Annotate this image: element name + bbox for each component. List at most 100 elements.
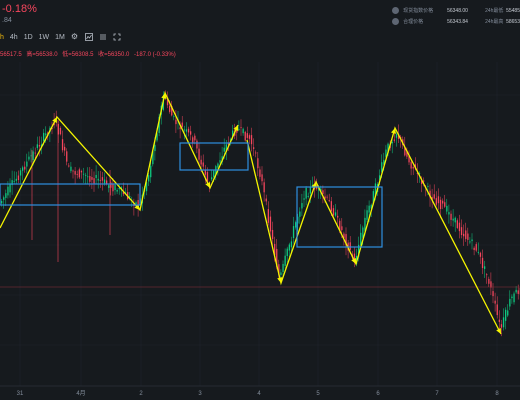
candle-body (238, 129, 240, 130)
candle-body (303, 198, 305, 200)
timeframe-1d[interactable]: 1D (23, 33, 33, 41)
candle (11, 170, 13, 195)
candle-body (473, 247, 475, 251)
candle-body (492, 291, 494, 297)
candle (475, 242, 477, 253)
candle (219, 152, 221, 165)
candle (496, 296, 498, 319)
candle (238, 120, 240, 132)
indicator-icon[interactable] (84, 33, 93, 41)
candle (307, 192, 309, 199)
candle (334, 203, 337, 218)
candle (17, 170, 20, 184)
candle (406, 147, 408, 160)
candle (26, 153, 28, 174)
candle (484, 260, 486, 278)
candle (408, 150, 410, 166)
candle (490, 272, 492, 296)
candle (469, 237, 471, 245)
candle-body (45, 133, 47, 136)
arrowhead (277, 277, 283, 283)
candle (505, 307, 507, 330)
candle-body (427, 186, 429, 187)
candle (253, 138, 255, 156)
candle (269, 210, 272, 240)
candle-body (61, 139, 64, 151)
consolidation-box (296, 186, 383, 248)
arrowhead (351, 258, 356, 264)
candle-body (211, 177, 213, 180)
candle (118, 183, 120, 195)
candle (288, 242, 290, 257)
candle-body (183, 129, 185, 131)
ohlc-readout: 56517.5 高=56538.0 低=56308.5 收=56350.0 -1… (0, 49, 179, 58)
candle-body (334, 212, 337, 216)
candle-body (421, 180, 423, 185)
timeframe-4h[interactable]: 4h (9, 33, 18, 41)
candle-body (362, 227, 364, 238)
candle (435, 191, 437, 207)
x-tick-label: 31 (17, 391, 24, 397)
ohlc-close: 收=56350.0 (98, 52, 130, 58)
candle-body (82, 173, 85, 175)
candle-body (156, 133, 158, 141)
candle-body (341, 226, 343, 231)
candle (290, 236, 293, 253)
candle (366, 205, 368, 223)
candle (91, 168, 93, 190)
candle-body (213, 170, 215, 177)
timeframe-1m[interactable]: 1M (55, 33, 65, 41)
candle (148, 173, 150, 186)
ohlc-open: 56517.5 (0, 52, 22, 58)
candle (481, 249, 484, 275)
candle-body (72, 170, 74, 172)
list-icon[interactable] (99, 33, 107, 41)
price-sub-value: .84 (2, 17, 12, 24)
timeframe-1h[interactable]: h (0, 33, 4, 41)
candle-body (475, 244, 477, 251)
candle-body (13, 180, 15, 182)
candle (74, 167, 76, 184)
candle-body (282, 263, 284, 272)
candle-body (295, 222, 297, 228)
candle-body (410, 162, 412, 169)
candle-body (332, 208, 335, 216)
candle (391, 138, 393, 154)
candle-body (32, 151, 34, 161)
candle-body (110, 182, 112, 188)
gear-icon[interactable]: ⚙ (70, 32, 79, 41)
candle-body (196, 140, 198, 149)
consolidation-box (179, 142, 249, 171)
candle (465, 222, 467, 242)
candle-body (433, 194, 435, 199)
candle (297, 213, 299, 232)
candle-body (486, 274, 488, 276)
candle-body (95, 174, 97, 178)
fullscreen-icon[interactable] (113, 33, 121, 41)
candle-body (240, 126, 242, 128)
candle (116, 188, 118, 195)
candle (108, 183, 110, 193)
candle (3, 195, 5, 209)
candle-body (154, 145, 156, 152)
candle-body (198, 148, 200, 160)
candle (301, 193, 303, 216)
candle-body (166, 97, 169, 106)
candle (515, 286, 517, 294)
timeframe-1w[interactable]: 1W (38, 33, 50, 41)
candle (13, 171, 15, 185)
candle (292, 216, 295, 244)
candle-body (190, 131, 192, 135)
ohlc-change: -187.0 (-0.33%) (134, 52, 176, 58)
candle-body (292, 226, 295, 238)
candle (267, 201, 269, 226)
candle-body (112, 184, 114, 192)
candle-body (28, 156, 30, 160)
candle-body (278, 264, 280, 276)
candle-body (507, 310, 509, 316)
candle (68, 163, 70, 168)
candle (78, 167, 80, 180)
candle-body (393, 139, 395, 141)
candle-body (265, 198, 267, 202)
